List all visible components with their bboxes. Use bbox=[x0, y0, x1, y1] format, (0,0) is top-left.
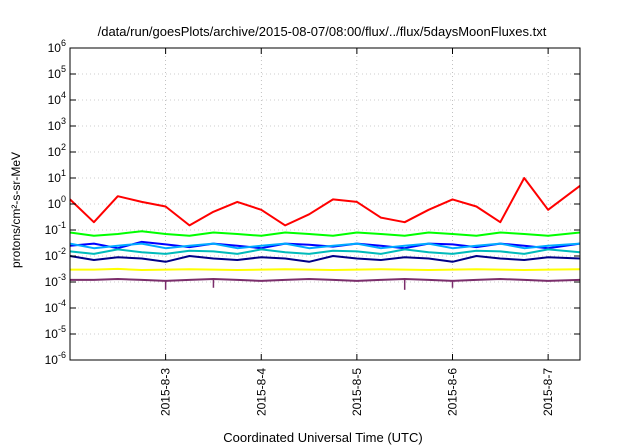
y-tick-label: 10-4 bbox=[45, 298, 66, 315]
x-tick-label: 2015-8-4 bbox=[254, 368, 268, 416]
series-line-6 bbox=[69, 255, 581, 263]
y-tick-labels: 10-6 10-5 10-4 10-3 10-2 10-1 100 101 102 103 104 1… bbox=[45, 38, 66, 367]
x-tick-label: 2015-8-5 bbox=[350, 368, 364, 416]
series-line-2 bbox=[69, 230, 581, 237]
y-tick-label: 100 bbox=[48, 194, 66, 211]
x-tick-labels: 2015-8-3 2015-8-4 2015-8-5 2015-8-6 2015-8-7 bbox=[159, 368, 556, 416]
y-tick-label: 104 bbox=[48, 90, 66, 107]
series-line-8 bbox=[70, 278, 581, 282]
series-line-4 bbox=[69, 242, 581, 250]
series-line-7 bbox=[70, 267, 581, 271]
y-tick-label: 10-3 bbox=[45, 272, 66, 289]
y-tick-label: 105 bbox=[48, 64, 66, 81]
series-line-5 bbox=[69, 248, 581, 255]
plot-frame bbox=[69, 47, 581, 361]
y-axis-label: protons/cm²-s-sr-MeV bbox=[9, 152, 23, 268]
y-tick-label: 10-6 bbox=[45, 350, 66, 367]
y-tick-label: 10-5 bbox=[45, 324, 66, 341]
axes bbox=[69, 47, 581, 361]
x-tick-label: 2015-8-3 bbox=[159, 368, 173, 416]
x-tick-label: 2015-8-6 bbox=[446, 368, 460, 416]
grid bbox=[70, 48, 580, 360]
y-tick-label: 10-2 bbox=[45, 246, 66, 263]
x-tick-label: 2015-8-7 bbox=[541, 368, 555, 416]
y-tick-label: 103 bbox=[48, 116, 66, 133]
series-lines bbox=[69, 177, 581, 290]
x-axis-label: Coordinated Universal Time (UTC) bbox=[223, 430, 422, 445]
y-tick-label: 106 bbox=[48, 38, 66, 55]
chart-title: /data/run/goesPlots/archive/2015-08-07/0… bbox=[98, 24, 547, 39]
y-tick-label: 102 bbox=[48, 142, 66, 159]
series-line-1 bbox=[69, 177, 581, 227]
y-tick-label: 10-1 bbox=[45, 220, 66, 237]
y-tick-label: 101 bbox=[48, 168, 66, 185]
